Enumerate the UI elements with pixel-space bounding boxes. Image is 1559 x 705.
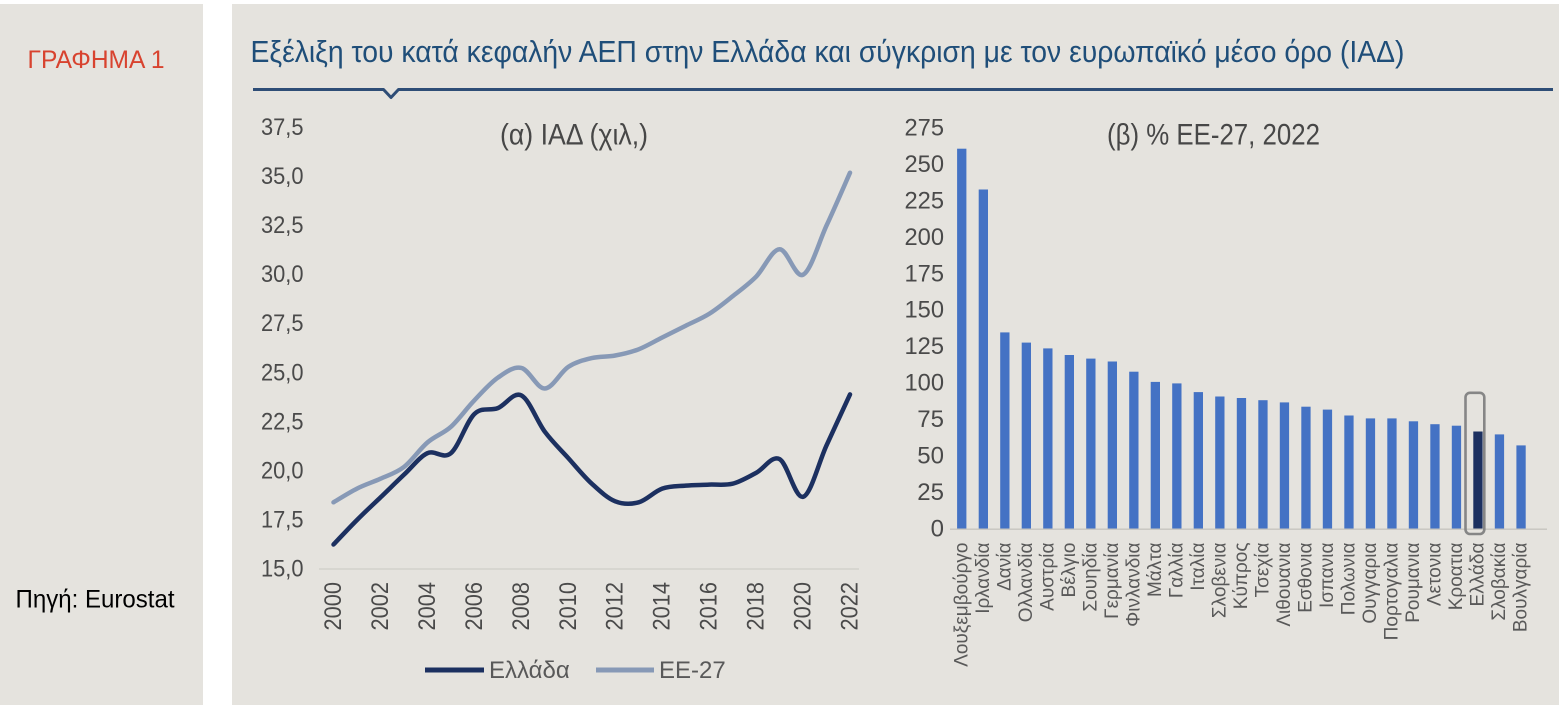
svg-text:Δανία: Δανία bbox=[994, 542, 1015, 590]
svg-text:Λετονια: Λετονια bbox=[1425, 542, 1446, 606]
svg-text:Βουλγαρία: Βουλγαρία bbox=[1511, 542, 1532, 632]
svg-text:2010: 2010 bbox=[555, 582, 582, 631]
svg-text:(β) % ΕΕ-27, 2022: (β) % ΕΕ-27, 2022 bbox=[1107, 119, 1320, 152]
svg-text:100: 100 bbox=[905, 370, 945, 397]
svg-text:Σουηδία: Σουηδία bbox=[1080, 542, 1101, 611]
svg-text:Τσεχία: Τσεχία bbox=[1252, 542, 1273, 597]
svg-text:0: 0 bbox=[931, 516, 944, 543]
svg-text:2020: 2020 bbox=[790, 582, 817, 631]
svg-text:2000: 2000 bbox=[320, 582, 347, 631]
svg-text:Κύπρος: Κύπρος bbox=[1231, 543, 1252, 610]
svg-text:Ισπανια: Ισπανια bbox=[1317, 542, 1338, 608]
svg-text:Ελλάδα: Ελλάδα bbox=[489, 657, 570, 684]
svg-text:17,5: 17,5 bbox=[261, 507, 304, 534]
svg-text:2022: 2022 bbox=[837, 582, 864, 631]
svg-text:Πορτογαλια: Πορτογαλια bbox=[1382, 542, 1403, 640]
svg-text:Ουγγαρια: Ουγγαρια bbox=[1360, 542, 1381, 623]
svg-text:200: 200 bbox=[905, 224, 945, 251]
svg-text:Γερμανία: Γερμανία bbox=[1102, 542, 1123, 618]
svg-text:Λουξεμβούργο: Λουξεμβούργο bbox=[951, 543, 972, 667]
svg-text:50: 50 bbox=[917, 443, 944, 470]
svg-text:2018: 2018 bbox=[743, 582, 770, 631]
svg-text:250: 250 bbox=[905, 151, 945, 178]
svg-text:Αυστρία: Αυστρία bbox=[1037, 542, 1058, 610]
svg-text:175: 175 bbox=[905, 260, 945, 287]
svg-text:125: 125 bbox=[905, 333, 945, 360]
svg-text:Φινλανδια: Φινλανδια bbox=[1123, 542, 1144, 626]
svg-text:ΓΡΑΦΗΜΑ 1: ΓΡΑΦΗΜΑ 1 bbox=[28, 46, 165, 74]
svg-text:2016: 2016 bbox=[696, 582, 723, 631]
svg-text:27,5: 27,5 bbox=[261, 310, 304, 337]
svg-text:Μάλτα: Μάλτα bbox=[1145, 542, 1166, 597]
svg-text:75: 75 bbox=[917, 406, 944, 433]
svg-text:2008: 2008 bbox=[508, 582, 535, 631]
svg-text:150: 150 bbox=[905, 297, 945, 324]
svg-text:25,0: 25,0 bbox=[261, 359, 304, 386]
svg-text:Ολλανδία: Ολλανδία bbox=[1016, 542, 1037, 622]
svg-text:32,5: 32,5 bbox=[261, 212, 304, 239]
svg-text:275: 275 bbox=[905, 115, 945, 142]
svg-text:Σλοβακία: Σλοβακία bbox=[1489, 542, 1510, 620]
svg-text:35,0: 35,0 bbox=[261, 163, 304, 190]
svg-text:Σλοβενια: Σλοβενια bbox=[1209, 542, 1230, 618]
svg-text:2002: 2002 bbox=[367, 582, 394, 631]
svg-text:Κροατια: Κροατια bbox=[1446, 542, 1467, 610]
svg-text:225: 225 bbox=[905, 187, 945, 214]
svg-text:Πηγή: Eurostat: Πηγή: Eurostat bbox=[16, 586, 175, 614]
svg-text:Βέλγιο: Βέλγιο bbox=[1059, 543, 1080, 598]
svg-text:15,0: 15,0 bbox=[261, 556, 304, 583]
svg-text:(α) ΙΑΔ (χιλ,): (α) ΙΑΔ (χιλ,) bbox=[500, 119, 648, 152]
svg-text:Ιταλία: Ιταλία bbox=[1188, 542, 1209, 590]
svg-text:Ρουμανια: Ρουμανια bbox=[1403, 542, 1424, 622]
svg-text:2012: 2012 bbox=[602, 582, 629, 631]
svg-text:ΕΕ-27: ΕΕ-27 bbox=[659, 657, 726, 684]
svg-text:37,5: 37,5 bbox=[261, 114, 304, 141]
svg-text:2014: 2014 bbox=[649, 582, 676, 631]
svg-text:22,5: 22,5 bbox=[261, 408, 304, 435]
svg-text:Ελλάδα: Ελλάδα bbox=[1468, 542, 1489, 606]
svg-text:Πολωνια: Πολωνια bbox=[1338, 542, 1359, 615]
svg-text:20,0: 20,0 bbox=[261, 457, 304, 484]
svg-text:2004: 2004 bbox=[414, 582, 441, 631]
svg-text:Ιρλανδία: Ιρλανδία bbox=[973, 542, 994, 613]
svg-text:Λιθουανια: Λιθουανια bbox=[1274, 542, 1295, 626]
svg-text:25: 25 bbox=[917, 479, 944, 506]
svg-text:Εξέλιξη του κατά κεφαλήν ΑΕΠ σ: Εξέλιξη του κατά κεφαλήν ΑΕΠ στην Ελλάδα… bbox=[251, 34, 1405, 69]
svg-text:Εσθονια: Εσθονια bbox=[1295, 542, 1316, 612]
svg-text:Γαλλία: Γαλλία bbox=[1166, 542, 1187, 598]
svg-text:2006: 2006 bbox=[461, 582, 488, 631]
svg-text:30,0: 30,0 bbox=[261, 261, 304, 288]
